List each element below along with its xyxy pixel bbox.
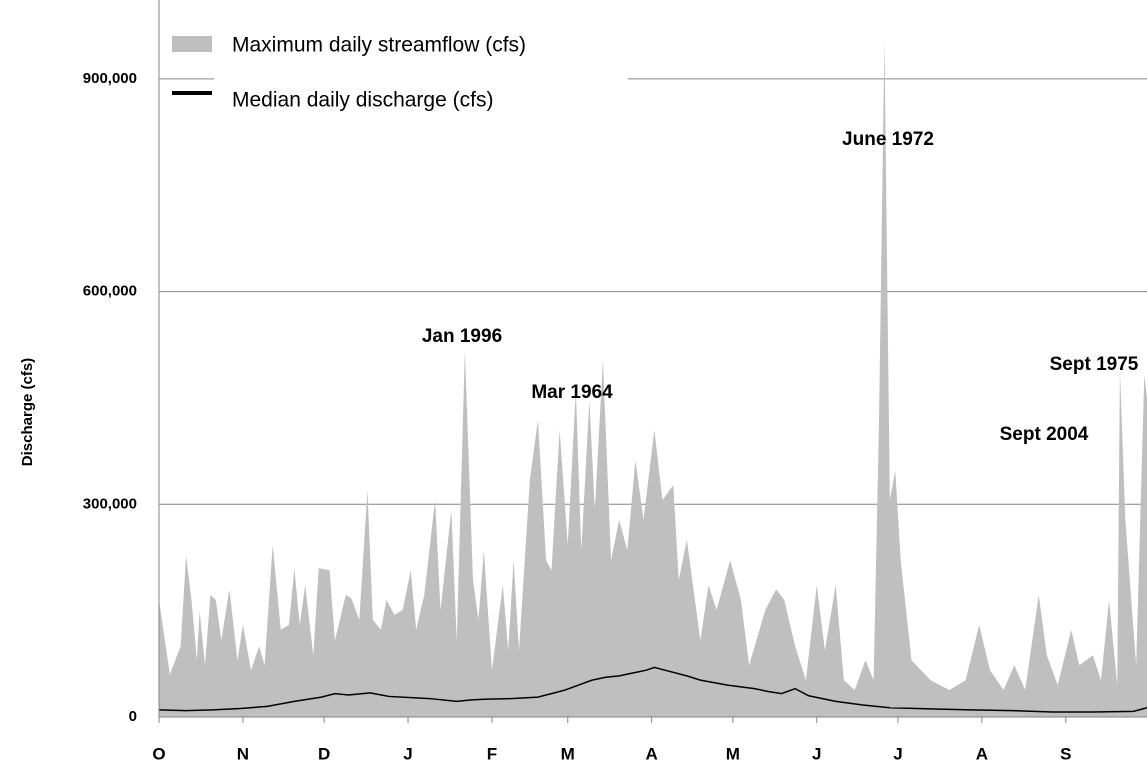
x-tick-label: S xyxy=(1060,744,1071,763)
x-tick-label: D xyxy=(318,744,330,763)
annotation: June 1972 xyxy=(842,129,934,150)
x-tick-label: F xyxy=(487,744,497,763)
x-tick-label: A xyxy=(976,744,988,763)
x-tick-label: J xyxy=(403,744,412,763)
x-tick-label: M xyxy=(561,744,575,763)
x-tick-label: M xyxy=(726,744,740,763)
x-tick-label: J xyxy=(812,744,821,763)
x-tick-label: J xyxy=(893,744,902,763)
x-tick-label: O xyxy=(152,744,165,763)
x-tick-label: A xyxy=(646,744,658,763)
y-tick-label: 0 xyxy=(129,708,137,725)
area xyxy=(159,39,1147,717)
legend-swatch xyxy=(172,36,212,52)
annotation: Sept 1975 xyxy=(1050,354,1139,375)
annotation: Sept 2004 xyxy=(1000,424,1089,445)
annotation: Mar 1964 xyxy=(531,382,613,403)
legend-label: Median daily discharge (cfs) xyxy=(232,89,493,112)
y-axis-label: Discharge (cfs) xyxy=(19,358,36,466)
legend-label: Maximum daily streamflow (cfs) xyxy=(232,34,526,57)
x-tick-label: N xyxy=(237,744,249,763)
y-tick-label: 600,000 xyxy=(83,283,137,300)
legend-background xyxy=(214,64,628,90)
annotation: Jan 1996 xyxy=(422,326,502,347)
y-tick-label: 300,000 xyxy=(83,495,137,512)
line xyxy=(158,666,1147,713)
y-tick-label: 900,000 xyxy=(83,70,137,87)
